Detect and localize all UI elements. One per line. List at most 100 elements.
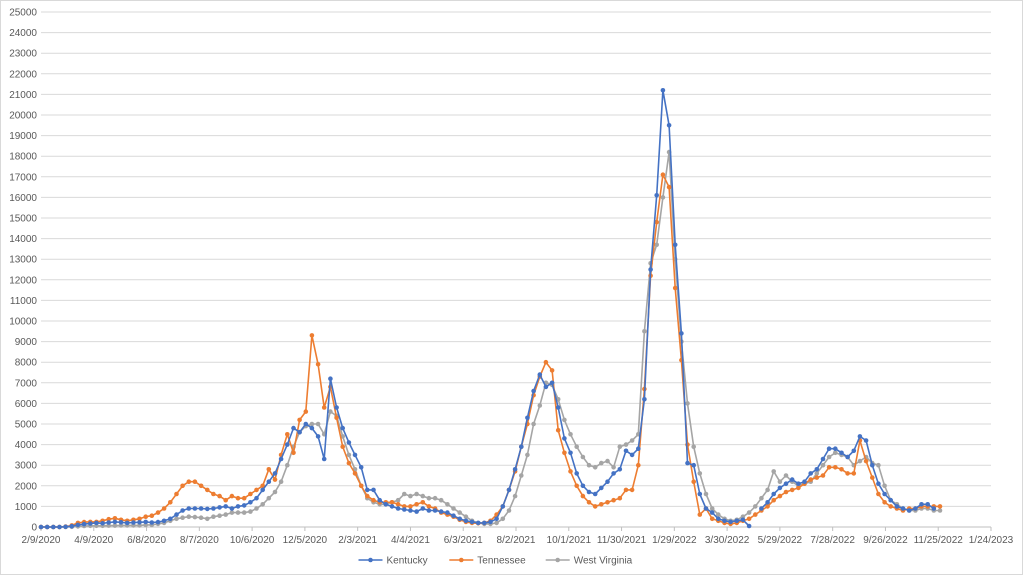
data-point-kentucky (365, 487, 370, 493)
data-point-kentucky (100, 521, 105, 526)
data-point-west-virginia (438, 497, 444, 503)
data-point-kentucky (519, 444, 524, 450)
data-point-tennessee (783, 489, 789, 495)
data-point-west-virginia (420, 493, 426, 499)
data-point-kentucky (371, 487, 376, 493)
data-point-kentucky (94, 520, 99, 526)
data-point-kentucky (278, 456, 284, 462)
data-point-kentucky (291, 425, 296, 431)
data-point-tennessee (851, 471, 857, 476)
data-point-kentucky (389, 504, 395, 509)
gridlines (41, 11, 991, 528)
data-point-west-virginia (315, 421, 321, 427)
data-point-west-virginia (783, 473, 789, 478)
series-kentucky (38, 88, 752, 530)
y-tick-label: 17000 (9, 172, 37, 183)
data-point-tennessee (235, 495, 241, 501)
data-point-kentucky (771, 491, 776, 497)
data-point-tennessee (180, 483, 185, 489)
data-point-west-virginia (254, 506, 259, 511)
data-point-kentucky (260, 487, 266, 493)
x-tick-label: 11/25/2022 (914, 535, 964, 546)
data-point-tennessee (198, 483, 204, 489)
y-tick-label: 5000 (15, 420, 38, 431)
data-point-west-virginia (506, 508, 512, 513)
data-point-west-virginia (833, 450, 838, 456)
data-point-west-virginia (531, 421, 536, 427)
x-tick-label: 10/1/2021 (547, 535, 592, 546)
data-point-kentucky (783, 481, 789, 487)
data-point-kentucky (580, 483, 586, 489)
data-point-tennessee (248, 491, 253, 497)
legend-label: West Virginia (574, 556, 633, 567)
y-tick-label: 3000 (15, 461, 38, 472)
data-point-west-virginia (192, 514, 198, 520)
data-point-kentucky (537, 372, 543, 377)
data-point-tennessee (709, 516, 715, 522)
data-point-kentucky (716, 516, 721, 522)
data-point-kentucky (248, 500, 253, 505)
data-point-kentucky (75, 522, 81, 528)
data-point-tennessee (672, 285, 678, 291)
data-point-kentucky (845, 454, 850, 460)
data-point-kentucky (432, 508, 438, 513)
data-point-kentucky (445, 510, 450, 515)
data-point-kentucky (777, 485, 783, 491)
data-point-west-virginia (260, 502, 266, 507)
data-point-kentucky (568, 450, 573, 456)
data-point-kentucky (377, 497, 383, 503)
data-point-kentucky (463, 518, 469, 524)
data-point-tennessee (636, 462, 641, 468)
data-point-west-virginia (457, 510, 463, 515)
data-point-kentucky (137, 520, 142, 525)
x-tick-label: 9/26/2022 (863, 535, 908, 546)
x-tick-label: 1/29/2022 (652, 535, 697, 546)
data-point-kentucky (685, 460, 690, 466)
data-point-west-virginia (235, 510, 241, 515)
data-point-tennessee (771, 497, 776, 503)
y-tick-label: 0 (31, 523, 37, 534)
data-point-tennessee (285, 432, 290, 437)
data-point-kentucky (679, 331, 684, 336)
data-point-west-virginia (568, 432, 573, 437)
y-tick-label: 16000 (9, 193, 37, 204)
data-point-kentucky (112, 519, 118, 525)
data-point-tennessee (241, 495, 247, 501)
data-point-kentucky (494, 516, 499, 522)
data-point-west-virginia (445, 502, 450, 507)
data-point-tennessee (863, 458, 869, 464)
data-point-west-virginia (525, 452, 530, 458)
data-point-kentucky (211, 506, 216, 511)
data-point-kentucky (266, 479, 272, 485)
data-point-west-virginia (857, 458, 863, 464)
series-tennessee (38, 172, 943, 530)
data-point-kentucky (241, 503, 247, 508)
data-point-tennessee (365, 493, 370, 499)
data-point-tennessee (777, 493, 783, 499)
data-point-tennessee (574, 483, 579, 489)
data-point-kentucky (728, 519, 733, 525)
data-point-west-virginia (826, 454, 832, 460)
data-point-west-virginia (592, 465, 598, 470)
data-point-kentucky (789, 477, 795, 482)
x-tick-label: 4/4/2021 (391, 535, 430, 546)
data-point-west-virginia (777, 479, 783, 485)
data-point-tennessee (870, 475, 875, 480)
data-point-kentucky (358, 465, 364, 470)
data-point-kentucky (303, 421, 309, 427)
data-point-kentucky (555, 405, 561, 410)
data-point-tennessee (358, 483, 364, 489)
data-point-kentucky (106, 520, 111, 525)
data-point-tennessee (753, 512, 758, 517)
data-point-kentucky (321, 456, 327, 462)
data-point-kentucky (592, 491, 598, 497)
series-line-west-virginia (41, 151, 940, 528)
data-point-kentucky (198, 506, 204, 511)
data-point-west-virginia (685, 401, 690, 406)
data-point-tennessee (420, 500, 426, 505)
data-point-west-virginia (629, 438, 635, 443)
legend-item-west-virginia: West Virginia (545, 556, 633, 567)
data-point-west-virginia (180, 515, 185, 520)
series-kentucky (759, 434, 937, 513)
data-point-west-virginia (716, 512, 721, 517)
